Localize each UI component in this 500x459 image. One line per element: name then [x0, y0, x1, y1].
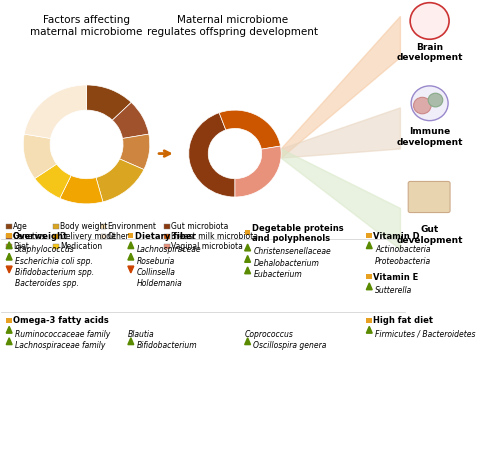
Bar [6, 318, 12, 323]
Text: Environment: Environment [108, 222, 156, 231]
Polygon shape [128, 267, 134, 273]
Text: Gut microbiota: Gut microbiota [171, 222, 228, 231]
Wedge shape [219, 111, 280, 150]
Text: Overweight: Overweight [13, 231, 68, 241]
Wedge shape [112, 103, 149, 139]
Text: Bacteroides spp.: Bacteroides spp. [15, 279, 79, 288]
Text: Sutterella: Sutterella [375, 285, 412, 295]
Bar [100, 234, 106, 239]
Polygon shape [281, 109, 400, 159]
Bar [54, 224, 59, 229]
Wedge shape [120, 135, 150, 170]
Text: Breast milk microbiota: Breast milk microbiota [171, 232, 258, 241]
Text: Medication: Medication [60, 242, 102, 251]
Wedge shape [86, 86, 132, 121]
Text: Ruminococcaceae family: Ruminococcaceae family [15, 329, 110, 338]
Text: Oscillospira genera: Oscillospira genera [254, 341, 327, 349]
Polygon shape [244, 245, 250, 252]
Bar [54, 234, 59, 239]
Text: Blautia: Blautia [128, 330, 154, 338]
Text: Body weight: Body weight [60, 222, 108, 231]
Polygon shape [244, 256, 250, 263]
Bar [164, 244, 170, 249]
Wedge shape [34, 165, 71, 199]
Bar [244, 230, 250, 235]
Text: Vitamin D: Vitamin D [373, 231, 420, 241]
Text: Factors affecting
maternal microbiome: Factors affecting maternal microbiome [30, 15, 142, 37]
Bar [164, 224, 170, 229]
Circle shape [410, 4, 449, 40]
Text: Age: Age [13, 222, 28, 231]
Text: Delivery mode: Delivery mode [60, 232, 116, 241]
Polygon shape [281, 17, 400, 159]
Text: Degetable proteins
and polyphenols: Degetable proteins and polyphenols [252, 223, 343, 242]
Bar [366, 318, 372, 323]
Wedge shape [188, 113, 235, 197]
Text: Actinobacteria: Actinobacteria [375, 245, 430, 254]
Polygon shape [6, 254, 12, 260]
Circle shape [428, 94, 443, 108]
Text: Lachnospiraceae: Lachnospiraceae [136, 245, 202, 254]
Polygon shape [128, 338, 134, 345]
Bar [366, 234, 372, 239]
Bar [6, 234, 12, 239]
Text: Lachnospiraceae family: Lachnospiraceae family [15, 341, 106, 349]
Text: Bifidobacterium: Bifidobacterium [136, 341, 198, 349]
Text: Eubacterium: Eubacterium [254, 270, 302, 279]
Text: Christensenellaceae: Christensenellaceae [254, 247, 331, 256]
Text: Proteobacteria: Proteobacteria [375, 256, 431, 265]
FancyBboxPatch shape [408, 182, 450, 213]
Wedge shape [24, 86, 86, 139]
Polygon shape [6, 242, 12, 249]
Bar [6, 244, 12, 249]
Wedge shape [60, 176, 103, 204]
Polygon shape [244, 267, 250, 274]
Text: Brain
development: Brain development [396, 42, 463, 62]
Text: Other: Other [108, 232, 129, 241]
Polygon shape [6, 267, 12, 273]
Text: Coprococcus: Coprococcus [244, 330, 294, 338]
Wedge shape [235, 147, 281, 197]
Polygon shape [244, 338, 250, 345]
Polygon shape [366, 242, 372, 249]
Text: Roseburia: Roseburia [136, 256, 175, 265]
Bar [366, 274, 372, 280]
Bar [164, 234, 170, 239]
Polygon shape [128, 254, 134, 260]
Text: Firmicutes / Bacteroidetes: Firmicutes / Bacteroidetes [375, 329, 476, 338]
Text: Holdemania: Holdemania [136, 279, 182, 288]
Wedge shape [96, 160, 144, 202]
Text: Genetics: Genetics [13, 232, 46, 241]
Bar [6, 224, 12, 229]
Text: Staphylococcus: Staphylococcus [15, 245, 75, 254]
Text: Vitamin E: Vitamin E [373, 273, 418, 281]
Bar [128, 234, 134, 239]
Text: Collinsella: Collinsella [136, 268, 175, 276]
Text: Omega-3 fatty acids: Omega-3 fatty acids [13, 316, 109, 325]
Text: High fat diet: High fat diet [373, 316, 433, 325]
Polygon shape [128, 242, 134, 249]
Polygon shape [6, 327, 12, 333]
Bar [54, 244, 59, 249]
Text: Gut
development: Gut development [396, 225, 463, 244]
Text: Vaginal microbiota: Vaginal microbiota [171, 242, 243, 251]
Polygon shape [6, 338, 12, 345]
Polygon shape [281, 150, 400, 250]
Wedge shape [24, 135, 56, 179]
Polygon shape [366, 283, 372, 290]
Circle shape [414, 98, 431, 115]
Polygon shape [366, 327, 372, 333]
Text: Bifidobacterium spp.: Bifidobacterium spp. [15, 268, 94, 276]
Text: Dehalobacterium: Dehalobacterium [254, 258, 320, 267]
Text: Escherichia coli spp.: Escherichia coli spp. [15, 256, 93, 265]
Text: Diet: Diet [13, 242, 29, 251]
Text: Dietary fiber: Dietary fiber [134, 231, 196, 241]
Text: Immune
development: Immune development [396, 127, 463, 146]
Bar [100, 224, 106, 229]
Bar [6, 234, 12, 239]
Text: Maternal microbiome
regulates offspring development: Maternal microbiome regulates offspring … [147, 15, 318, 37]
Circle shape [411, 87, 448, 121]
